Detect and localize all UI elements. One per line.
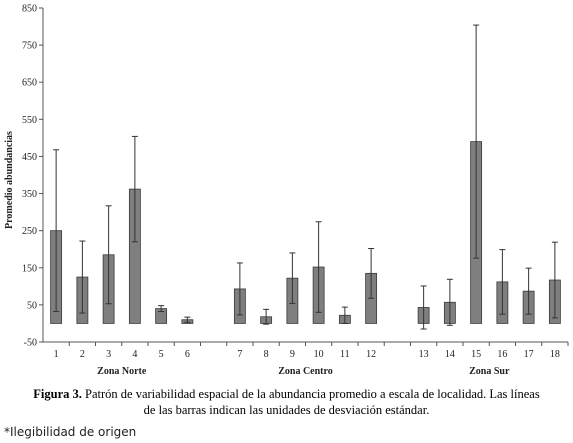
y-tick-label: 450 bbox=[22, 152, 37, 163]
x-tick-label: 13 bbox=[419, 349, 429, 360]
y-axis-label: Promedio abundancias bbox=[4, 131, 15, 229]
x-tick-label: 12 bbox=[366, 349, 376, 360]
y-axis: -50 50 150 250 350 450 550 650 750 850 bbox=[22, 4, 44, 349]
x-tick-label: 8 bbox=[264, 349, 269, 360]
x-tick-label: 16 bbox=[497, 349, 507, 360]
x-tick-label: 17 bbox=[524, 349, 534, 360]
zone-label: Zona Norte bbox=[97, 366, 147, 377]
x-tick-label: 2 bbox=[80, 349, 85, 360]
bars bbox=[50, 24, 561, 330]
x-tick-label: 7 bbox=[237, 349, 242, 360]
x-tick-label: 4 bbox=[132, 349, 137, 360]
x-tick-label: 5 bbox=[159, 349, 164, 360]
caption-text: Patrón de variabilidad espacial de la ab… bbox=[81, 387, 540, 401]
y-tick-label: 350 bbox=[22, 189, 37, 200]
y-tick-label: 250 bbox=[22, 226, 37, 237]
figure-label: Figura 3. bbox=[33, 387, 82, 401]
y-tick-label: -50 bbox=[24, 338, 37, 349]
caption-text-line2: de las barras indican las unidades de de… bbox=[143, 403, 430, 417]
y-tick-label: 850 bbox=[22, 4, 37, 15]
zone-label: Zona Centro bbox=[278, 366, 333, 377]
x-tick-label: 3 bbox=[106, 349, 111, 360]
source-note: *Ilegibilidad de origen bbox=[4, 425, 137, 439]
y-tick-label: 750 bbox=[22, 41, 37, 52]
y-tick-label: 150 bbox=[22, 263, 37, 274]
y-tick-label: 50 bbox=[27, 300, 37, 311]
x-tick-label: 9 bbox=[290, 349, 295, 360]
x-tick-label: 18 bbox=[550, 349, 560, 360]
x-tick-label: 6 bbox=[185, 349, 190, 360]
zone-label: Zona Sur bbox=[469, 366, 510, 377]
x-tick-label: 10 bbox=[314, 349, 324, 360]
x-tick-label: 15 bbox=[471, 349, 481, 360]
x-tick-label: 1 bbox=[54, 349, 59, 360]
y-tick-label: 650 bbox=[22, 78, 37, 89]
y-tick-label: 550 bbox=[22, 115, 37, 126]
x-tick-label: 14 bbox=[445, 349, 455, 360]
x-tick-label: 11 bbox=[340, 349, 350, 360]
figure-caption: Figura 3. Patrón de variabilidad espacia… bbox=[0, 386, 573, 418]
